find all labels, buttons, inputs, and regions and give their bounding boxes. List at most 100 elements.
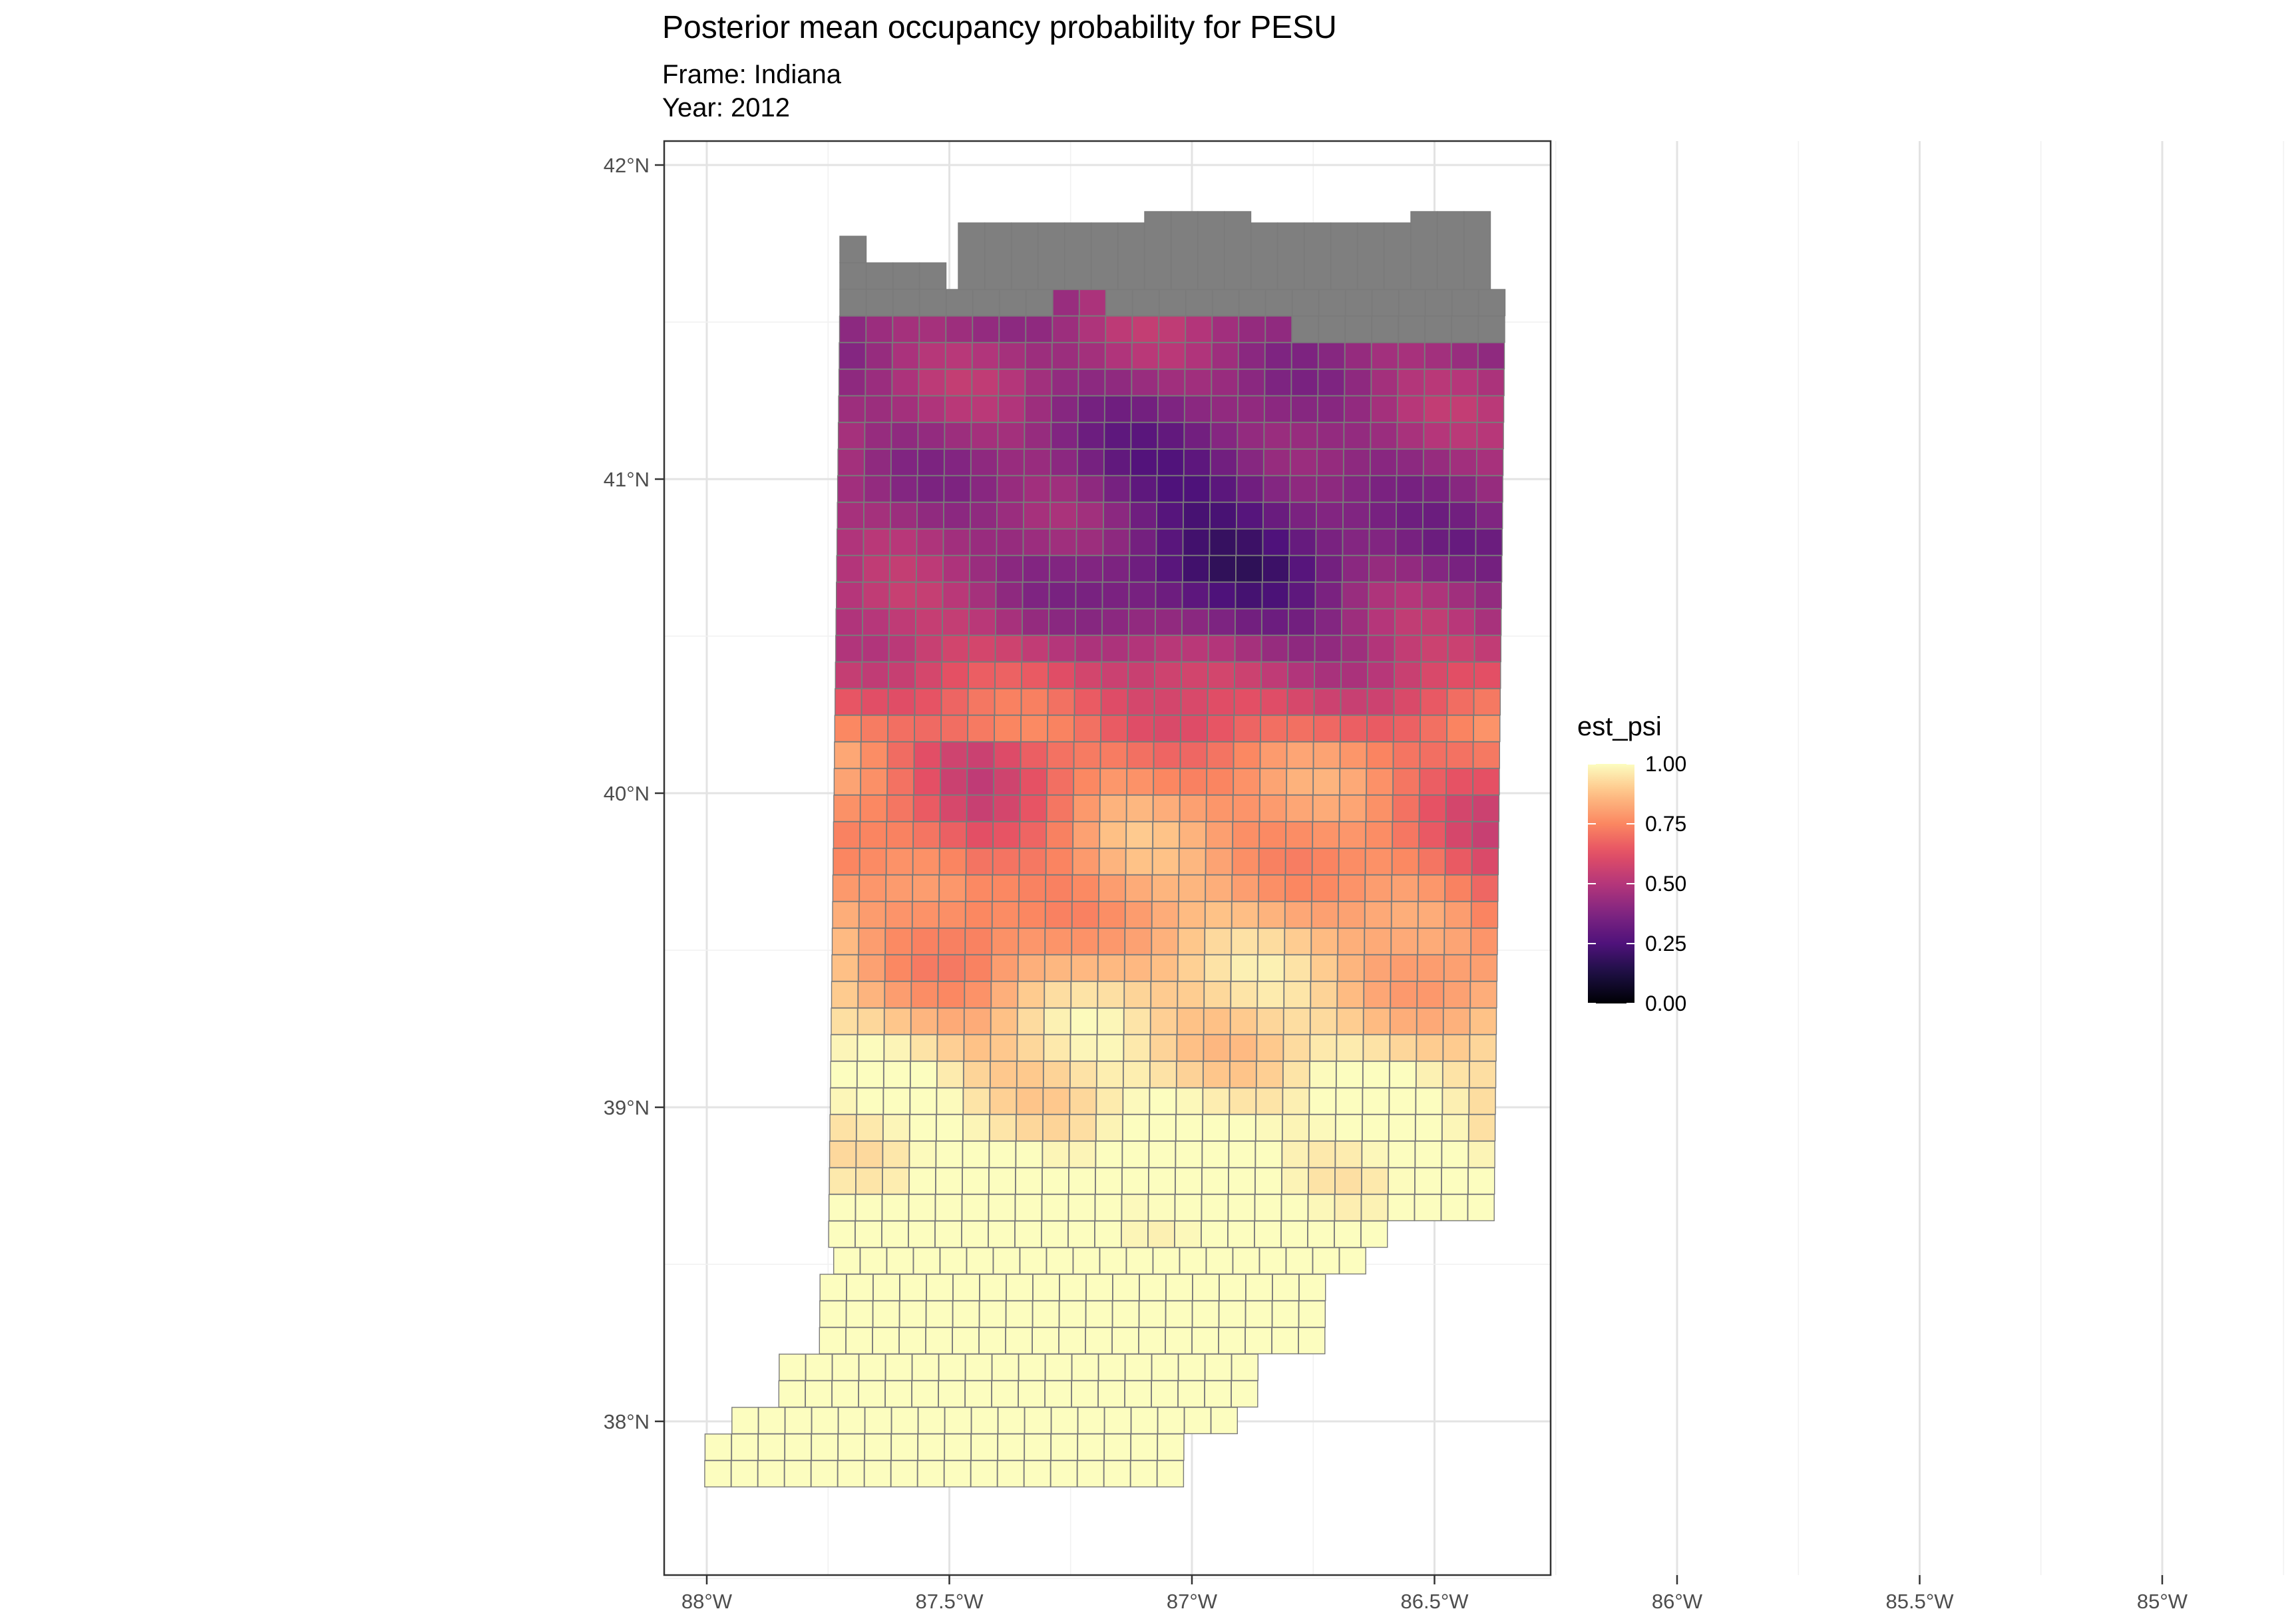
y-tick-label: 40°N — [604, 782, 650, 805]
grid-cell — [1285, 848, 1313, 876]
grid-cell — [1017, 1007, 1045, 1035]
grid-cell — [1256, 1007, 1284, 1035]
grid-cell — [785, 1407, 813, 1435]
grid-cell — [972, 289, 1000, 317]
grid-cell — [1272, 1300, 1300, 1328]
grid-cell — [1228, 1141, 1256, 1168]
grid-cell — [1334, 1220, 1362, 1248]
grid-cell — [1050, 1433, 1078, 1461]
grid-cell — [972, 342, 1000, 370]
grid-cell — [1342, 475, 1370, 503]
grid-cell — [1340, 715, 1368, 743]
grid-cell — [1341, 635, 1369, 663]
grid-cell — [1235, 528, 1263, 556]
grid-cell — [861, 715, 888, 743]
grid-cell — [1014, 1220, 1042, 1248]
grid-cell — [1185, 315, 1213, 343]
grid-cell — [1360, 1220, 1388, 1248]
grid-cell — [862, 635, 890, 663]
grid-cell — [997, 1460, 1025, 1488]
grid-cell — [892, 342, 920, 370]
grid-cell — [1394, 635, 1422, 663]
grid-cell — [945, 342, 973, 370]
grid-cell — [1016, 1087, 1044, 1115]
grid-cell — [1260, 715, 1288, 743]
grid-cell — [1281, 1141, 1309, 1168]
grid-cell — [1069, 1114, 1097, 1142]
grid-cell — [886, 768, 914, 796]
grid-cell — [1059, 1274, 1087, 1302]
grid-cell — [1475, 502, 1503, 530]
grid-cell — [997, 422, 1025, 450]
grid-cell — [882, 1167, 910, 1195]
grid-cell — [935, 1167, 963, 1195]
grid-cell — [1343, 449, 1371, 476]
grid-cell — [1047, 715, 1075, 743]
grid-cell — [1334, 1167, 1362, 1195]
grid-cell — [937, 981, 965, 1009]
grid-cell — [1447, 635, 1475, 663]
grid-cell — [1018, 928, 1046, 956]
grid-cell — [1313, 715, 1341, 743]
grid-cell — [1474, 582, 1502, 610]
grid-cell — [859, 901, 886, 929]
grid-cell — [1289, 475, 1317, 503]
grid-cell — [1153, 715, 1181, 743]
grid-cell — [938, 901, 966, 929]
grid-cell — [1414, 1194, 1441, 1222]
grid-cell — [887, 715, 915, 743]
grid-cell — [969, 528, 997, 556]
grid-cell — [1123, 1007, 1151, 1035]
grid-cell — [1233, 768, 1260, 796]
grid-cell — [1398, 342, 1426, 370]
grid-cell — [1290, 449, 1318, 476]
grid-cell — [833, 795, 861, 822]
grid-cell — [970, 475, 998, 503]
grid-cell — [1227, 1194, 1255, 1222]
grid-cell — [926, 1274, 954, 1302]
grid-cell — [1394, 688, 1422, 716]
grid-cell — [1469, 1034, 1497, 1062]
grid-cell-missing — [1117, 222, 1145, 290]
grid-cell — [1416, 1007, 1444, 1035]
grid-cell — [862, 555, 890, 583]
grid-cell — [1392, 768, 1420, 796]
grid-cell — [1022, 582, 1050, 610]
axes: 88°W 87.5°W 87°W 86.5°W 86°W 85.5°W 85°W 42°N 41… — [604, 154, 2188, 1613]
grid-cell — [1157, 1433, 1185, 1461]
grid-cell — [1179, 821, 1207, 849]
grid-cell — [839, 342, 866, 370]
grid-cell — [1006, 1300, 1034, 1328]
grid-cell — [1024, 395, 1052, 423]
grid-cell — [942, 608, 970, 636]
grid-cell — [1476, 449, 1504, 476]
grid-cell — [1099, 768, 1127, 796]
grid-cell — [998, 315, 1026, 343]
grid-cell — [855, 1220, 882, 1248]
grid-cell — [1052, 289, 1080, 317]
grid-cell — [890, 422, 918, 450]
grid-cell — [1042, 1087, 1070, 1115]
grid-cell — [757, 1433, 785, 1461]
grid-cell — [910, 1034, 938, 1062]
y-tick-label: 41°N — [604, 468, 650, 491]
grid-cell — [830, 1061, 858, 1089]
grid-cell — [1474, 635, 1502, 663]
grid-cell — [1312, 821, 1340, 849]
grid-cell — [1310, 954, 1338, 982]
grid-cell — [938, 1353, 966, 1381]
grid-cell — [968, 635, 996, 663]
grid-cell — [857, 1007, 885, 1035]
grid-cell — [1201, 1141, 1229, 1168]
grid-cell — [1025, 342, 1053, 370]
grid-cell — [1271, 1327, 1299, 1355]
grid-cell — [1284, 874, 1312, 902]
grid-cell — [1235, 555, 1263, 583]
grid-cell — [1155, 635, 1183, 663]
grid-cell — [892, 262, 920, 290]
grid-cell — [1316, 502, 1344, 530]
grid-cell — [1155, 528, 1183, 556]
grid-cell — [994, 741, 1022, 769]
grid-cell — [942, 528, 970, 556]
grid-cell — [944, 1460, 972, 1488]
